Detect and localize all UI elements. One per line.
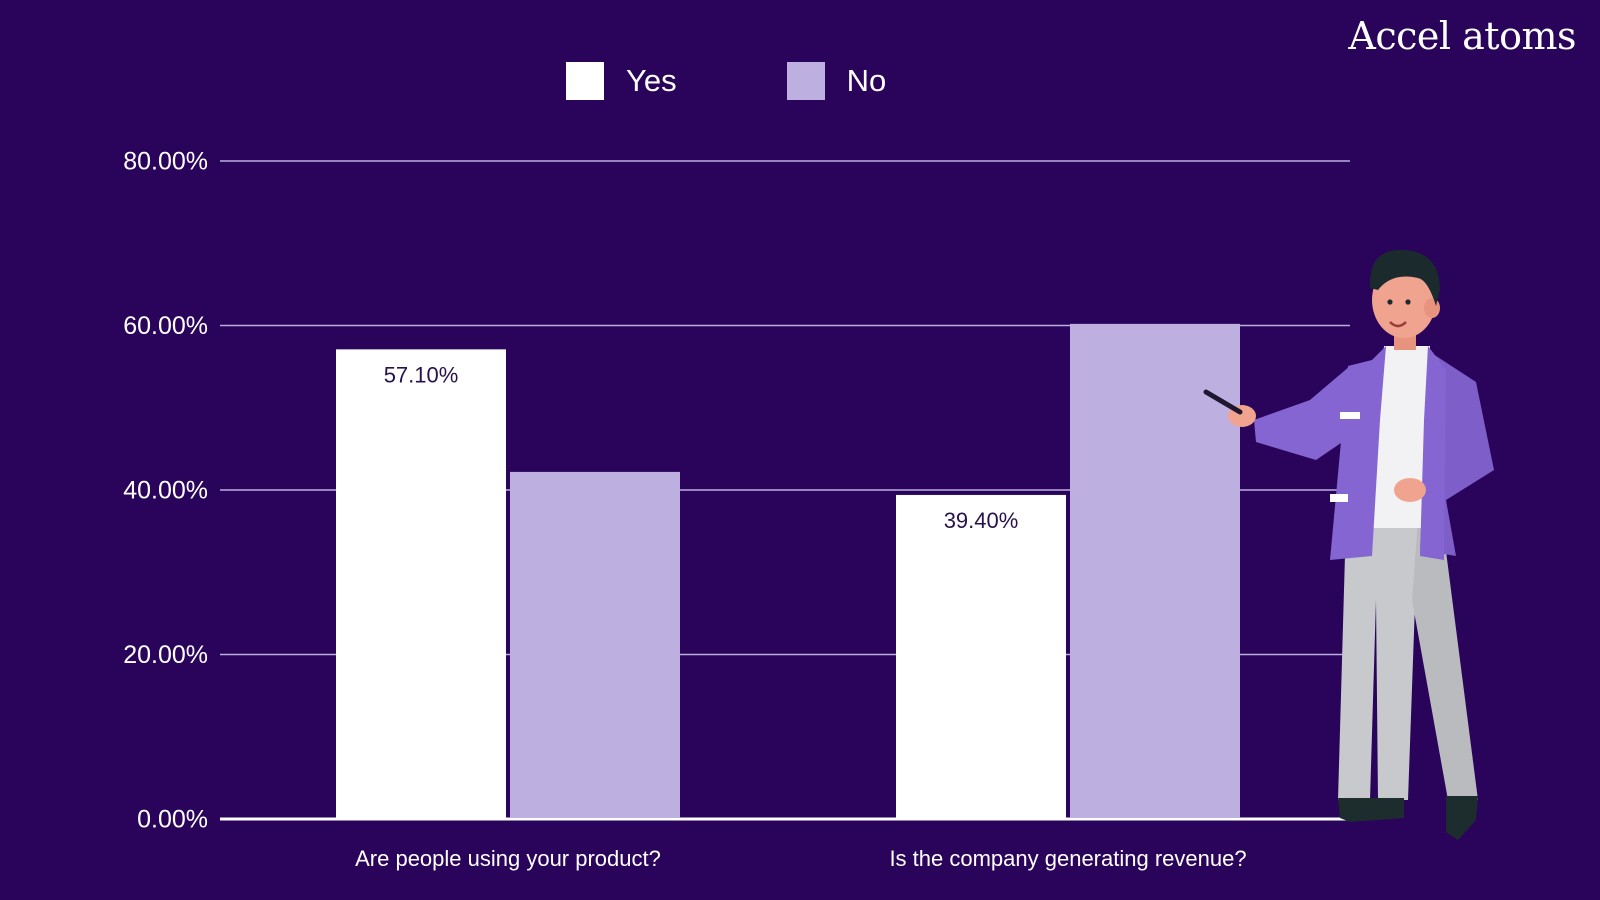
presenter-jacket-left <box>1330 346 1386 560</box>
presenter-man-pointing-icon <box>1203 249 1494 840</box>
presenter-hand-left <box>1394 478 1426 502</box>
presenter-hair <box>1369 249 1440 306</box>
bar-yes-2 <box>896 494 1066 818</box>
legend-swatch-no <box>786 62 825 100</box>
legend-swatch-yes <box>566 62 604 100</box>
category-label: Is the company generating revenue? <box>889 846 1246 871</box>
data-label-yes-2: 39.40% <box>944 508 1019 533</box>
presenter-jacket-lapel <box>1420 346 1446 560</box>
presenter-badge <box>1340 412 1360 419</box>
presenter-pointer <box>1203 389 1243 415</box>
category-label: Are people using your product? <box>355 846 661 871</box>
y-tick-label: 80.00% <box>123 148 208 176</box>
legend-label-no: No <box>846 63 887 98</box>
presenter-mouth <box>1389 321 1407 328</box>
presenter-arm <box>1254 366 1360 460</box>
y-tick-label: 0.00% <box>137 806 208 834</box>
y-tick-label: 60.00% <box>123 312 208 340</box>
presenter-eye <box>1387 299 1393 305</box>
y-tick-label: 20.00% <box>123 641 208 669</box>
bar-no-2 <box>1070 323 1240 818</box>
presenter-card <box>1330 494 1348 502</box>
brand-logo: Accel atoms <box>1348 14 1576 58</box>
presenter-ear <box>1424 298 1440 318</box>
bar-yes-1 <box>336 349 506 818</box>
presenter-shoe-right <box>1446 796 1478 840</box>
legend-item-no: No <box>786 62 887 100</box>
presenter-trousers-back <box>1412 520 1478 800</box>
presenter-eye <box>1405 299 1411 305</box>
legend-label-yes: Yes <box>626 63 677 98</box>
bar-no-1 <box>510 471 680 818</box>
data-label-yes-1: 57.10% <box>384 362 459 387</box>
presenter-trousers <box>1338 520 1418 800</box>
legend: Yes No <box>566 62 886 100</box>
y-tick-label: 40.00% <box>123 477 208 505</box>
legend-item-yes: Yes <box>566 62 677 100</box>
presenter-shoe-left <box>1338 798 1404 822</box>
